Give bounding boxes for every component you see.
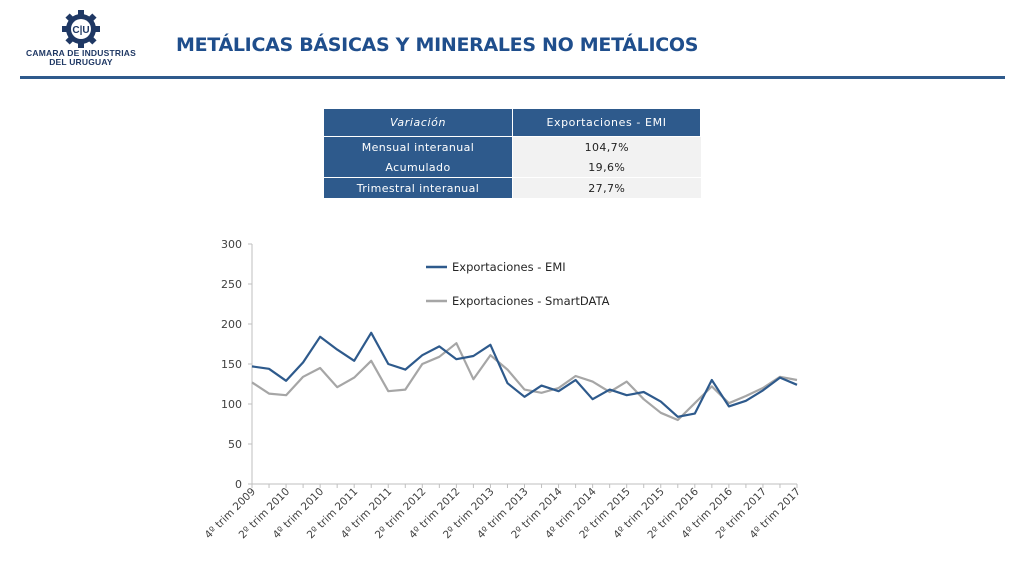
y-tick-label: 100 xyxy=(221,398,242,411)
column-header-variation: Variación xyxy=(323,108,513,137)
y-tick-label: 0 xyxy=(235,478,242,491)
row-value: 27,7% xyxy=(512,177,701,198)
table-row: Acumulado 19,6% xyxy=(323,157,701,178)
gear-logo-icon: C|U xyxy=(62,10,100,48)
series-line-smartdata xyxy=(251,342,798,422)
y-tick-label: 200 xyxy=(221,318,242,331)
header-divider xyxy=(20,76,1005,79)
column-header-exports: Exportaciones - EMI xyxy=(512,108,701,137)
y-tick-label: 50 xyxy=(228,438,242,451)
organization-name-line2: DEL URUGUAY xyxy=(49,57,113,67)
row-label: Acumulado xyxy=(323,157,513,178)
y-tick-label: 150 xyxy=(221,358,242,371)
table-row: Mensual interanual 104,7% xyxy=(323,136,701,157)
row-label: Trimestral interanual xyxy=(323,177,513,198)
y-tick-label: 300 xyxy=(221,238,242,251)
legend-item-emi-label: Exportaciones - EMI xyxy=(452,260,566,274)
series-line-emi xyxy=(251,331,798,418)
table-header-row: Variación Exportaciones - EMI xyxy=(323,108,701,137)
row-label: Mensual interanual xyxy=(323,136,513,157)
y-tick-label: 250 xyxy=(221,278,242,291)
logo-letters: C|U xyxy=(72,25,89,36)
organization-name: CAMARA DE INDUSTRIAS DEL URUGUAY xyxy=(22,49,140,67)
organization-logo: C|U CAMARA DE INDUSTRIAS DEL URUGUAY xyxy=(22,10,140,72)
header: C|U CAMARA DE INDUSTRIAS DEL URUGUAY MET… xyxy=(0,0,1024,80)
organization-name-line1: CAMARA DE INDUSTRIAS xyxy=(26,48,136,58)
table-row: Trimestral interanual 27,7% xyxy=(323,177,701,198)
page-title: METÁLICAS BÁSICAS Y MINERALES NO METÁLIC… xyxy=(176,34,699,56)
variation-summary-table: Variación Exportaciones - EMI Mensual in… xyxy=(323,108,701,198)
row-value: 19,6% xyxy=(512,157,701,178)
legend-item-smartdata-label: Exportaciones - SmartDATA xyxy=(452,294,610,308)
row-value: 104,7% xyxy=(512,136,701,157)
